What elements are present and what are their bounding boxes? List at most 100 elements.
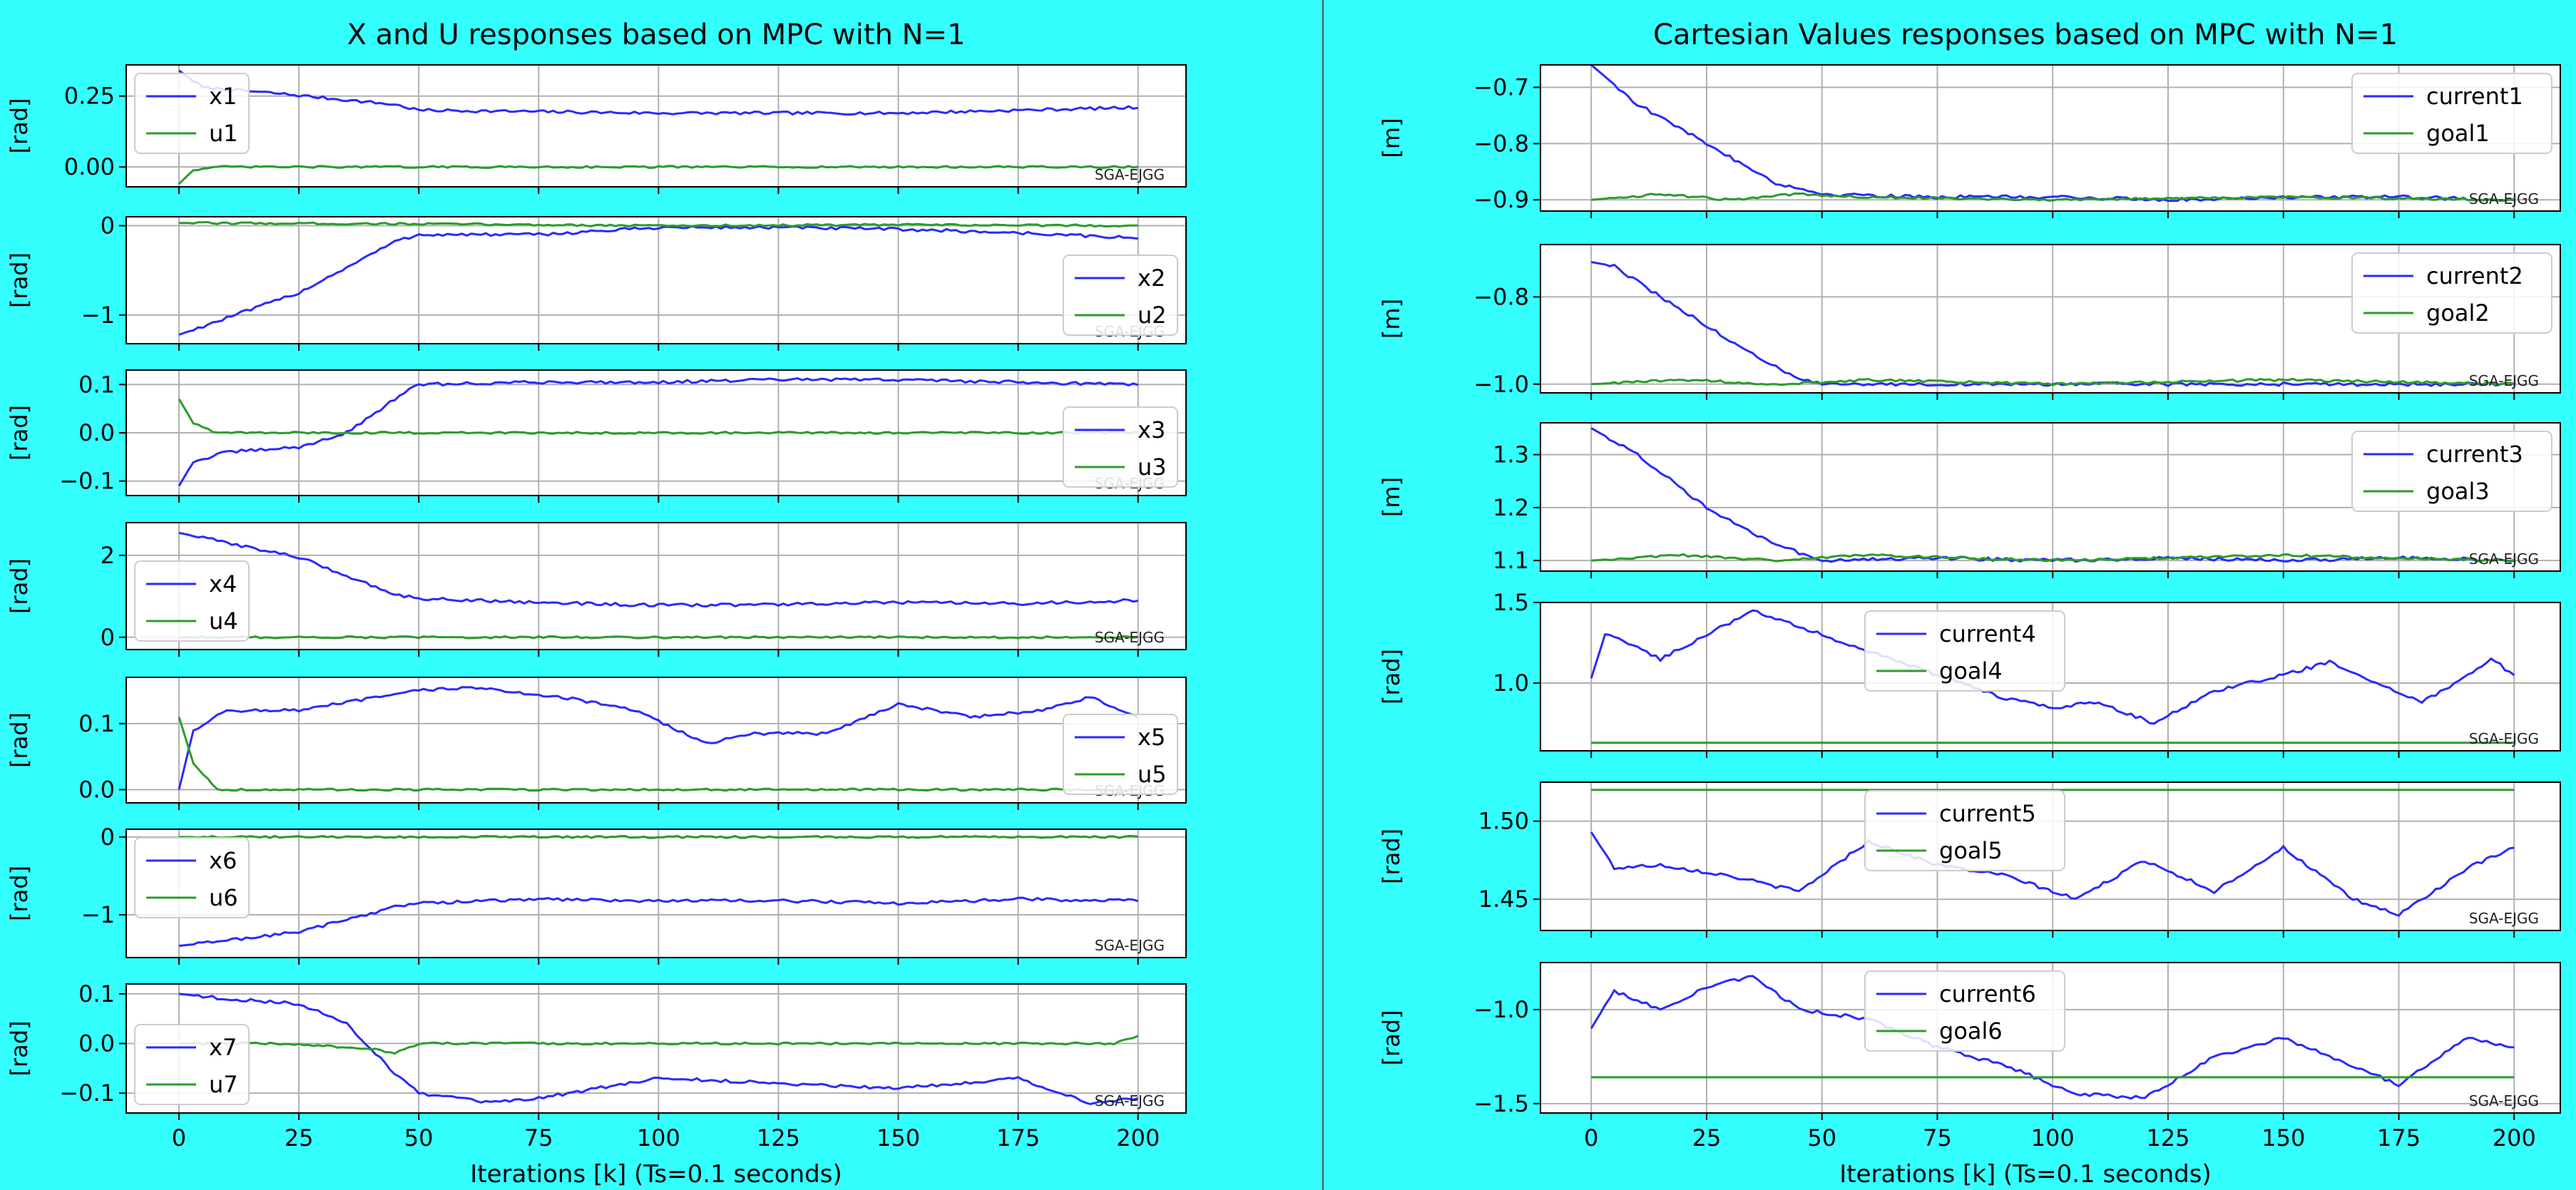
legend-label: x6 — [209, 847, 237, 874]
watermark: SGA-EJGG — [2469, 550, 2539, 568]
watermark: SGA-EJGG — [1095, 629, 1165, 646]
y-tick-label: 1.50 — [1478, 808, 1529, 835]
x-tick-label: 75 — [1923, 1124, 1952, 1151]
y-axis-label: [rad] — [6, 1020, 33, 1076]
y-tick-label: 0 — [101, 824, 115, 851]
watermark: SGA-EJGG — [2469, 1092, 2539, 1109]
legend: current2 goal2 — [2351, 252, 2552, 334]
x-tick-label: 175 — [996, 1124, 1040, 1151]
series-line-goal3 — [1591, 553, 2515, 563]
y-tick-label: 0 — [101, 624, 115, 651]
series-line-x4 — [178, 531, 1139, 608]
plot-frame — [126, 216, 1187, 344]
y-axis-label: [rad] — [6, 712, 33, 768]
legend-label: u7 — [209, 1071, 238, 1098]
x-tick-label: 200 — [1116, 1124, 1160, 1151]
plot-frame — [1540, 64, 2561, 212]
plot-frame — [126, 64, 1187, 188]
y-tick-label: 1.5 — [1493, 589, 1529, 616]
y-tick-label: −0.8 — [1473, 130, 1529, 157]
legend-label: u2 — [1138, 302, 1167, 329]
y-axis-label: [rad] — [6, 558, 33, 614]
y-tick-label: −0.1 — [59, 468, 115, 495]
watermark: SGA-EJGG — [2469, 190, 2539, 207]
plot-area — [126, 523, 1186, 650]
plot-area — [126, 217, 1186, 344]
plot-area — [126, 65, 1186, 187]
y-axis-label: [rad] — [6, 98, 33, 153]
y-axis-label: [rad] — [6, 252, 33, 308]
y-tick-label: 2 — [101, 542, 115, 569]
y-tick-label: 1.3 — [1493, 441, 1529, 468]
series-line-u2 — [179, 220, 1138, 228]
y-tick-label: −1.5 — [1473, 1090, 1529, 1117]
legend-label: x2 — [1138, 265, 1165, 292]
x-tick-label: 200 — [2493, 1124, 2536, 1151]
legend-label: x7 — [209, 1034, 237, 1061]
legend-label: goal6 — [1939, 1017, 2003, 1045]
y-tick-label: 1.1 — [1493, 547, 1529, 574]
series-line-current4 — [1590, 609, 2515, 725]
plot-frame — [1540, 422, 2561, 572]
plot-frame — [1540, 781, 2561, 931]
legend-label: u6 — [209, 884, 238, 911]
y-axis-label: [rad] — [1378, 649, 1405, 704]
series-line-current1 — [1590, 63, 2515, 202]
series-line-x2 — [178, 225, 1138, 336]
series-line-x1 — [178, 69, 1139, 116]
legend-label: x4 — [209, 570, 237, 597]
legend-label: current3 — [2426, 441, 2523, 468]
panel-right-4: 1.0 1.5 SGA-EJGG [rad] current4 goal4 — [1378, 589, 2561, 758]
y-axis-label: [rad] — [6, 405, 33, 461]
legend-label: x1 — [209, 83, 237, 110]
y-tick-label: 0.1 — [78, 371, 115, 398]
legend-label: current2 — [2426, 262, 2523, 289]
y-tick-label: 0.0 — [78, 419, 115, 446]
series-line-x3 — [178, 377, 1139, 487]
legend: current6 goal6 — [1864, 970, 2065, 1052]
plot-frame — [126, 983, 1187, 1114]
y-tick-label: −0.1 — [59, 1079, 115, 1107]
y-axis-label: [m] — [1378, 118, 1405, 158]
series-line-u5 — [178, 717, 1138, 792]
watermark: SGA-EJGG — [1095, 1092, 1165, 1109]
series-line-u3 — [178, 398, 1138, 435]
y-tick-label: −1 — [81, 901, 115, 928]
series-line-goal2 — [1591, 377, 2515, 386]
y-tick-label: 0.0 — [78, 776, 115, 803]
left-xlabel: Iterations [k] (Ts=0.1 seconds) — [470, 1160, 842, 1189]
panel-right-6: −1.5 −1.0 SGA-EJGG [rad] current6 goal6 0 25 50 7… — [1378, 962, 2561, 1151]
legend-label: goal1 — [2426, 120, 2490, 147]
x-tick-label: 175 — [2377, 1124, 2421, 1151]
y-tick-label: −0.9 — [1473, 186, 1529, 213]
series-line-u4 — [179, 635, 1139, 640]
y-tick-label: 0 — [101, 212, 115, 240]
series-line-x5 — [178, 686, 1139, 790]
x-tick-label: 0 — [1584, 1124, 1598, 1151]
series-line-current5 — [1590, 831, 2515, 918]
y-tick-label: −0.8 — [1473, 283, 1529, 310]
legend: current1 goal1 — [2351, 73, 2552, 154]
panel-right-3: 1.1 1.2 1.3 SGA-EJGG [m] current3 goal3 — [1378, 422, 2561, 578]
series-line-x6 — [178, 896, 1139, 948]
legend-label: x5 — [1138, 724, 1165, 751]
y-axis-label: [m] — [1378, 477, 1405, 517]
left-title: X and U responses based on MPC with N=1 — [347, 19, 965, 51]
series-line-u7 — [179, 1035, 1139, 1055]
watermark: SGA-EJGG — [2469, 910, 2539, 927]
y-tick-label: −1.0 — [1473, 371, 1529, 398]
y-tick-label: 0.0 — [78, 1030, 115, 1057]
legend-label: goal2 — [2426, 299, 2490, 327]
plot-area — [126, 829, 1186, 958]
y-tick-label: −1 — [81, 302, 115, 329]
x-tick-label: 100 — [637, 1124, 680, 1151]
